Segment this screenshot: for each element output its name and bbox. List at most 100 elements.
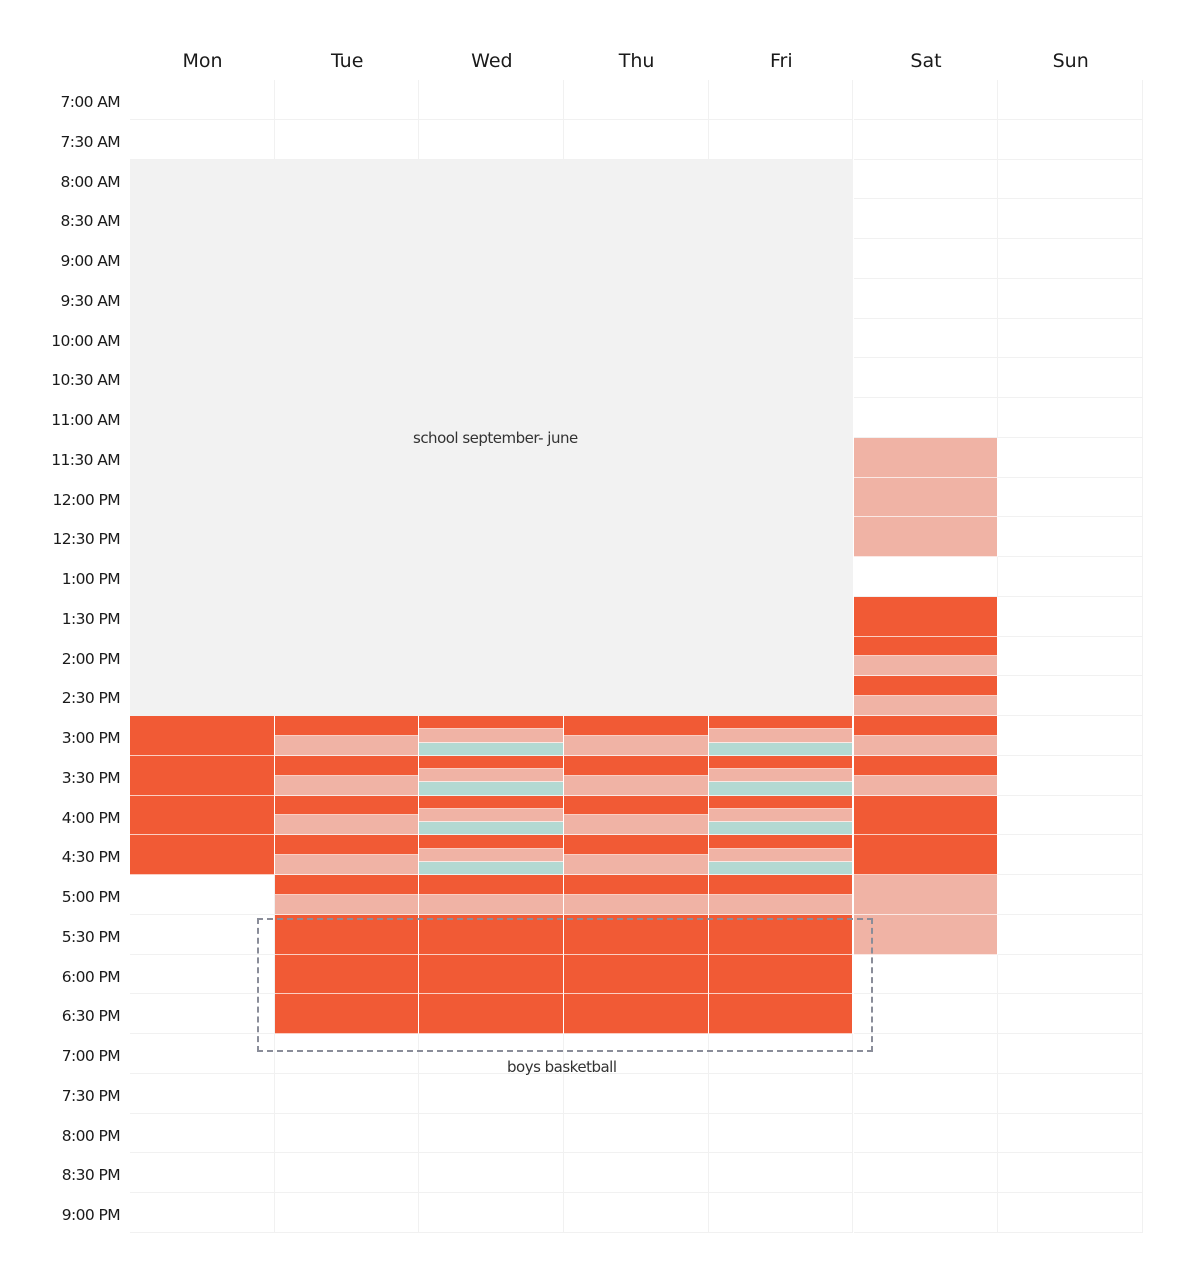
slot-fri[interactable] [708,80,854,120]
slot-wed[interactable] [419,676,565,716]
slot-sat[interactable] [853,398,999,438]
slot-sun[interactable] [998,596,1143,637]
slot-sat[interactable] [853,199,999,239]
event-block-red[interactable] [708,716,853,730]
event-block-red[interactable] [419,954,564,995]
event-block-red[interactable] [419,875,564,895]
event-block-red[interactable] [564,875,708,895]
slot-mon[interactable] [130,755,275,796]
event-block-pink[interactable] [564,735,708,756]
slot-fri[interactable] [708,199,854,239]
event-block-pink[interactable] [853,875,998,915]
slot-sat[interactable] [853,318,999,359]
slot-fri[interactable] [708,1073,854,1114]
event-block-pink[interactable] [853,656,998,677]
slot-tue[interactable] [274,954,420,995]
slot-fri[interactable] [708,358,854,398]
event-block-pink[interactable] [853,477,998,518]
slot-fri[interactable] [708,1113,854,1154]
slot-wed[interactable] [419,875,565,915]
slot-mon[interactable] [130,636,275,677]
slot-mon[interactable] [130,199,275,239]
slot-thu[interactable] [564,1153,709,1193]
event-block-pink[interactable] [274,815,419,836]
slot-mon[interactable] [130,318,275,359]
slot-mon[interactable] [130,1073,275,1114]
event-block-teal[interactable] [708,742,853,756]
slot-mon[interactable] [130,278,275,319]
slot-wed[interactable] [419,636,565,677]
event-block-red[interactable] [564,795,708,816]
slot-thu[interactable] [564,517,709,557]
event-block-red[interactable] [853,716,998,736]
slot-tue[interactable] [274,914,420,955]
slot-sun[interactable] [998,835,1143,875]
slot-fri[interactable] [708,1034,854,1074]
event-block-teal[interactable] [419,822,564,836]
event-block-red[interactable] [564,755,708,776]
slot-thu[interactable] [564,835,709,875]
event-block-pink[interactable] [274,775,419,796]
slot-sat[interactable] [853,994,999,1034]
event-block-red[interactable] [564,954,708,995]
slot-thu[interactable] [564,636,709,677]
event-block-red[interactable] [708,755,853,769]
event-block-red[interactable] [419,716,564,730]
slot-sat[interactable] [853,636,999,677]
slot-thu[interactable] [564,557,709,597]
slot-wed[interactable] [419,517,565,557]
slot-fri[interactable] [708,1153,854,1193]
slot-fri[interactable] [708,159,854,200]
slot-thu[interactable] [564,716,709,756]
slot-wed[interactable] [419,239,565,279]
slot-tue[interactable] [274,795,420,836]
event-block-red[interactable] [564,914,708,955]
slot-mon[interactable] [130,954,275,995]
slot-sun[interactable] [998,1113,1143,1154]
event-block-red[interactable] [130,835,274,875]
slot-thu[interactable] [564,239,709,279]
slot-wed[interactable] [419,1153,565,1193]
event-block-red[interactable] [130,755,274,796]
event-block-red[interactable] [564,835,708,856]
slot-tue[interactable] [274,80,420,120]
slot-tue[interactable] [274,1034,420,1074]
slot-wed[interactable] [419,835,565,875]
slot-mon[interactable] [130,835,275,875]
slot-thu[interactable] [564,199,709,239]
slot-sun[interactable] [998,1073,1143,1114]
slot-mon[interactable] [130,477,275,518]
event-block-red[interactable] [708,914,853,955]
event-block-teal[interactable] [419,861,564,875]
event-block-red[interactable] [564,716,708,736]
slot-wed[interactable] [419,914,565,955]
slot-fri[interactable] [708,875,854,915]
event-block-teal[interactable] [708,822,853,836]
slot-fri[interactable] [708,318,854,359]
slot-sat[interactable] [853,875,999,915]
slot-tue[interactable] [274,159,420,200]
slot-wed[interactable] [419,278,565,319]
slot-thu[interactable] [564,755,709,796]
slot-mon[interactable] [130,358,275,398]
slot-mon[interactable] [130,914,275,955]
slot-tue[interactable] [274,477,420,518]
event-block-red[interactable] [708,795,853,809]
event-block-pink[interactable] [419,808,564,822]
slot-sat[interactable] [853,239,999,279]
slot-sat[interactable] [853,954,999,995]
slot-sun[interactable] [998,278,1143,319]
event-block-red[interactable] [419,994,564,1034]
slot-wed[interactable] [419,318,565,359]
slot-thu[interactable] [564,954,709,995]
slot-sun[interactable] [998,914,1143,955]
slot-fri[interactable] [708,835,854,875]
slot-tue[interactable] [274,1153,420,1193]
slot-sun[interactable] [998,994,1143,1034]
event-block-red[interactable] [853,835,998,875]
slot-sun[interactable] [998,1034,1143,1074]
slot-tue[interactable] [274,517,420,557]
slot-tue[interactable] [274,755,420,796]
slot-mon[interactable] [130,1113,275,1154]
slot-sun[interactable] [998,875,1143,915]
